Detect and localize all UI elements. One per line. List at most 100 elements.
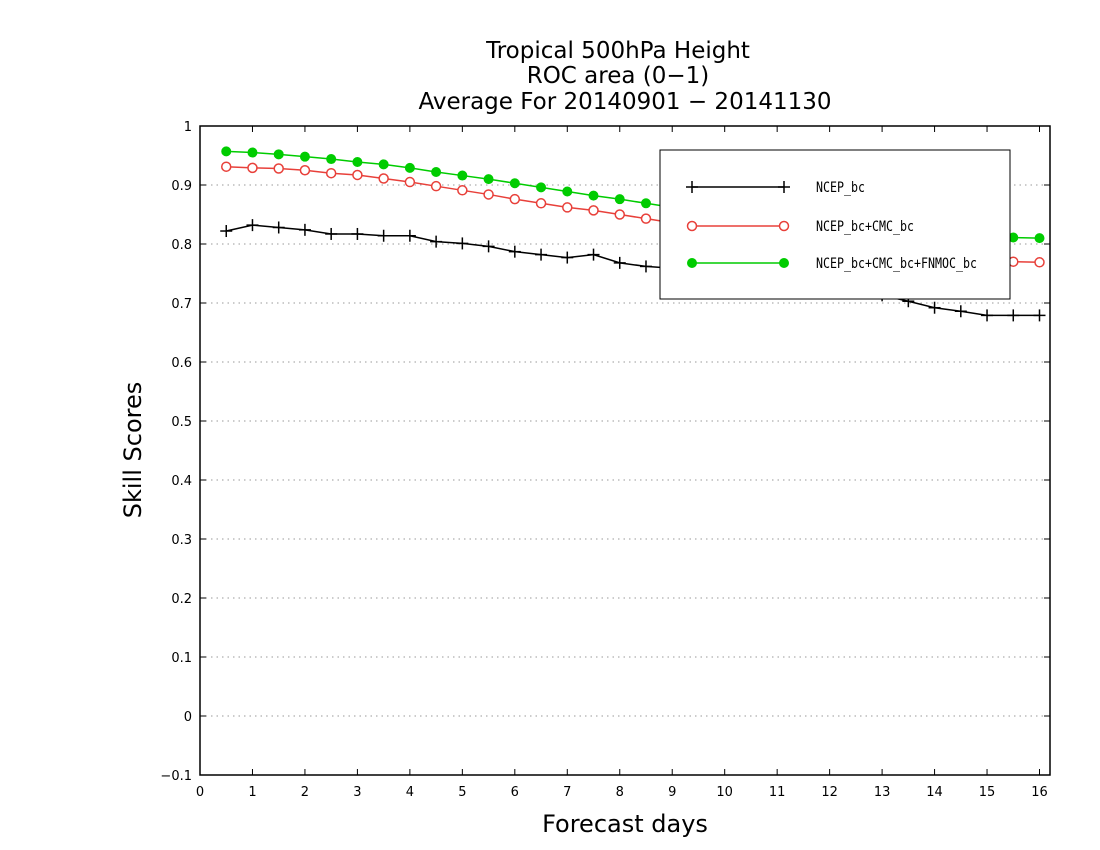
data-point-plus — [535, 248, 548, 261]
legend-label: NCEP_bc — [816, 180, 865, 196]
data-point-open-circle — [352, 169, 363, 181]
data-point-plus — [981, 309, 994, 322]
y-tick-label: 0.8 — [171, 238, 192, 253]
x-tick-label: 14 — [926, 785, 943, 800]
data-point-open-circle — [535, 198, 547, 209]
y-tick-label: 1 — [184, 120, 192, 135]
y-tick-label: 0.1 — [171, 651, 192, 666]
data-point-plus — [1033, 309, 1046, 322]
data-point-plus — [377, 229, 390, 242]
x-axis-label: Forecast days — [542, 810, 708, 838]
data-point-open-circle — [404, 176, 416, 188]
data-point-plus — [778, 181, 790, 193]
x-tick-label: 11 — [769, 785, 786, 800]
data-point-filled-circle — [247, 147, 258, 158]
data-point-filled-circle — [299, 151, 310, 162]
data-point-plus — [1007, 309, 1020, 322]
data-point-plus — [561, 251, 574, 264]
x-tick-label: 4 — [406, 785, 414, 800]
chart-title-line-2: ROC area (0−1) — [527, 63, 710, 89]
legend-label: NCEP_bc+CMC_bc — [816, 219, 914, 235]
legend-label: NCEP_bc+CMC_bc+FNMOC_bc — [816, 256, 977, 272]
data-point-open-circle — [299, 165, 311, 176]
data-point-filled-circle — [1034, 233, 1045, 244]
chart-title-line-1: Tropical 500hPa Height — [485, 38, 750, 64]
data-point-open-circle — [778, 220, 790, 232]
legend-items: NCEP_bc NCEP_bc+CMC_bc NCEP_bc+CMC_bc+FNMO… — [686, 180, 977, 272]
data-point-open-circle — [562, 202, 573, 213]
x-tick-label: 5 — [458, 785, 466, 800]
y-tick-label: 0.9 — [171, 179, 192, 194]
y-axis-label: Skill Scores — [119, 382, 147, 519]
axis-ticks: −0.100.10.20.30.40.50.60.70.80.910 1 2 3 4 5 6… — [160, 120, 1050, 800]
data-point-plus — [430, 235, 443, 248]
data-point-plus — [325, 227, 338, 240]
data-point-filled-circle — [687, 258, 697, 268]
x-tick-label: 2 — [301, 785, 309, 800]
y-tick-label: −0.1 — [160, 769, 192, 784]
data-point-open-circle — [640, 213, 652, 224]
data-point-filled-circle — [352, 156, 363, 167]
y-tick-label: 0.7 — [171, 297, 192, 312]
data-point-filled-circle — [562, 186, 573, 197]
legend: NCEP_bc NCEP_bc+CMC_bc NCEP_bc+CMC_bc+FNMO… — [659, 149, 1011, 300]
data-point-filled-circle — [431, 167, 442, 178]
data-point-filled-circle — [640, 198, 651, 209]
x-tick-label: 7 — [563, 785, 571, 800]
grid-lines — [200, 184, 1050, 717]
data-point-filled-circle — [273, 149, 284, 160]
data-point-open-circle — [1034, 257, 1045, 268]
data-point-filled-circle — [588, 190, 599, 201]
x-tick-label: 9 — [668, 785, 676, 800]
data-point-open-circle — [325, 167, 337, 179]
data-point-plus — [613, 256, 626, 269]
legend-item-2: NCEP_bc+CMC_bc — [686, 219, 914, 235]
chart-title-line-3: Average For 20140901 − 20141130 — [418, 89, 831, 115]
data-point-plus — [351, 227, 364, 240]
y-tick-label: 0 — [184, 710, 192, 725]
data-point-plus — [456, 237, 469, 250]
data-point-filled-circle — [326, 154, 337, 165]
x-tick-label: 10 — [716, 785, 733, 800]
data-point-plus — [928, 301, 941, 314]
data-point-filled-circle — [221, 146, 232, 157]
data-point-open-circle — [483, 189, 494, 200]
data-point-plus — [482, 240, 495, 253]
data-point-open-circle — [247, 162, 258, 174]
data-point-filled-circle — [483, 174, 494, 185]
data-point-plus — [686, 181, 698, 193]
data-point-plus — [246, 219, 259, 232]
y-tick-label: 0.2 — [171, 592, 192, 607]
data-point-plus — [587, 248, 600, 261]
x-tick-label: 12 — [821, 785, 838, 800]
data-point-filled-circle — [509, 178, 520, 189]
data-point-filled-circle — [614, 194, 625, 205]
data-point-open-circle — [509, 193, 521, 205]
y-tick-label: 0.5 — [171, 415, 192, 430]
data-point-plus — [220, 225, 233, 238]
data-point-filled-circle — [457, 170, 468, 181]
y-tick-label: 0.4 — [171, 474, 192, 489]
legend-item-1: NCEP_bc — [686, 180, 865, 196]
data-point-plus — [298, 223, 311, 236]
data-point-plus — [272, 221, 285, 234]
y-tick-label: 0.6 — [171, 356, 192, 371]
data-point-open-circle — [457, 185, 468, 196]
plot-frame — [199, 125, 1051, 776]
x-tick-label: 1 — [248, 785, 256, 800]
x-tick-label: 0 — [196, 785, 204, 800]
x-tick-label: 6 — [511, 785, 519, 800]
data-point-open-circle — [588, 205, 599, 216]
data-point-filled-circle — [378, 159, 389, 170]
legend-box — [659, 149, 1011, 300]
data-point-open-circle — [378, 173, 389, 184]
data-point-filled-circle — [779, 258, 789, 268]
data-point-plus — [639, 260, 652, 273]
data-point-open-circle — [430, 180, 442, 192]
legend-item-3: NCEP_bc+CMC_bc+FNMOC_bc — [687, 256, 977, 272]
data-point-filled-circle — [536, 182, 547, 193]
x-tick-label: 13 — [874, 785, 891, 800]
x-tick-label: 16 — [1031, 785, 1048, 800]
x-tick-label: 3 — [353, 785, 361, 800]
